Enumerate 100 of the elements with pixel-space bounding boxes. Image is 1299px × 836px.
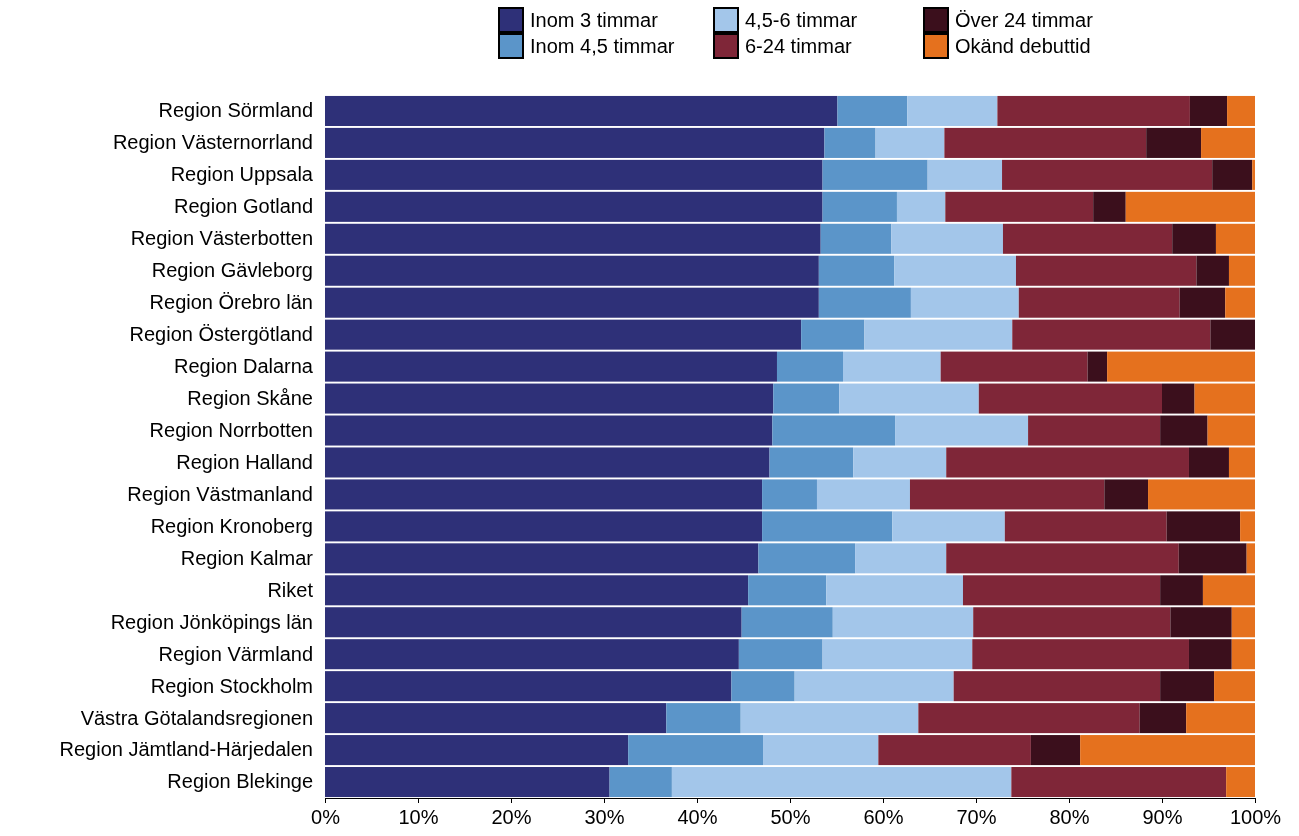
bar <box>740 703 919 734</box>
bar <box>1196 255 1229 286</box>
bar <box>1194 383 1255 414</box>
x-tick-label: 20% <box>491 806 532 828</box>
y-tick-label: Region Uppsala <box>170 163 314 186</box>
bar <box>918 703 1140 734</box>
y-tick-label: Region Kalmar <box>180 546 314 569</box>
bar <box>855 543 947 574</box>
y-tick-label: Region Kronoberg <box>150 514 313 537</box>
bar <box>325 575 749 606</box>
y-tick-label: Region Skåne <box>187 386 313 409</box>
bar <box>731 671 795 702</box>
x-tick-label: 50% <box>770 806 811 828</box>
x-tick-label: 70% <box>956 806 997 828</box>
legend-label: Över 24 timmar <box>955 9 1094 31</box>
bar <box>1080 735 1255 766</box>
bar <box>910 287 1019 318</box>
bar <box>1012 319 1211 350</box>
bar <box>1189 95 1228 126</box>
bar <box>325 95 838 126</box>
bar <box>946 543 1179 574</box>
y-tick-label: Region Jönköpings län <box>110 610 313 633</box>
bar <box>1188 639 1232 670</box>
x-tick-label: 100% <box>1229 806 1282 828</box>
bar <box>325 767 610 798</box>
bar <box>1018 287 1180 318</box>
bar <box>826 575 963 606</box>
bar <box>822 159 928 190</box>
bar <box>1246 543 1255 574</box>
bar <box>896 191 946 222</box>
bar <box>894 255 1016 286</box>
bar <box>325 191 823 222</box>
bar <box>1214 671 1255 702</box>
bar <box>875 127 945 158</box>
bar <box>1015 255 1197 286</box>
bar <box>1252 159 1255 190</box>
bar <box>1226 767 1255 798</box>
y-tick-label: Region Västerbotten <box>130 227 313 250</box>
bar <box>1225 287 1255 318</box>
y-tick-label: Västra Götalandsregionen <box>80 706 313 729</box>
x-tick-label: 10% <box>398 806 439 828</box>
bar <box>741 607 833 638</box>
bar <box>1125 191 1255 222</box>
bar <box>325 703 667 734</box>
bar <box>1011 767 1227 798</box>
bar <box>822 639 973 670</box>
bar <box>325 543 759 574</box>
bar <box>892 511 1005 542</box>
bar <box>953 671 1161 702</box>
bar <box>818 287 911 318</box>
bar <box>962 575 1161 606</box>
bar <box>891 223 1003 254</box>
bar <box>1170 607 1232 638</box>
bar <box>832 607 974 638</box>
y-tick-label: Region Östergötland <box>129 323 313 346</box>
bar <box>1166 511 1241 542</box>
bar <box>325 351 777 382</box>
bar <box>1202 575 1255 606</box>
bar <box>1002 159 1213 190</box>
x-tick-label: 90% <box>1142 806 1183 828</box>
y-tick-label: Region Sörmland <box>158 99 313 122</box>
bar <box>1107 351 1255 382</box>
bar <box>864 319 1013 350</box>
bar <box>1227 95 1255 126</box>
bar <box>801 319 865 350</box>
legend-label: Okänd debuttid <box>955 35 1091 57</box>
bar <box>1178 543 1247 574</box>
legend-label: Inom 3 timmar <box>530 9 659 31</box>
bar <box>671 767 1012 798</box>
bar <box>325 735 629 766</box>
bar <box>907 95 998 126</box>
bar <box>843 351 941 382</box>
y-tick-label: Region Dalarna <box>174 355 314 378</box>
x-tick-label: 30% <box>584 806 625 828</box>
bar <box>1160 575 1203 606</box>
x-tick-label: 0% <box>311 806 341 828</box>
bar <box>325 287 819 318</box>
bar <box>822 191 897 222</box>
bar <box>1201 127 1255 158</box>
bar <box>878 735 1031 766</box>
bar <box>818 255 895 286</box>
bar <box>763 735 879 766</box>
y-tick-label: Region Värmland <box>158 642 313 665</box>
bar <box>972 639 1189 670</box>
y-tick-label: Region Stockholm <box>150 674 313 697</box>
bar <box>325 671 732 702</box>
bar <box>816 479 910 510</box>
bar <box>1162 383 1195 414</box>
bar <box>325 159 823 190</box>
bar <box>666 703 741 734</box>
y-tick-label: Region Halland <box>176 450 313 473</box>
bar <box>1093 191 1126 222</box>
x-tick-label: 60% <box>863 806 904 828</box>
bar <box>1240 511 1255 542</box>
bar <box>940 351 1088 382</box>
bar <box>1212 159 1253 190</box>
legend-label: 4,5-6 timmar <box>745 9 858 31</box>
bar <box>1228 255 1255 286</box>
bar <box>1160 671 1215 702</box>
bar <box>1148 479 1255 510</box>
